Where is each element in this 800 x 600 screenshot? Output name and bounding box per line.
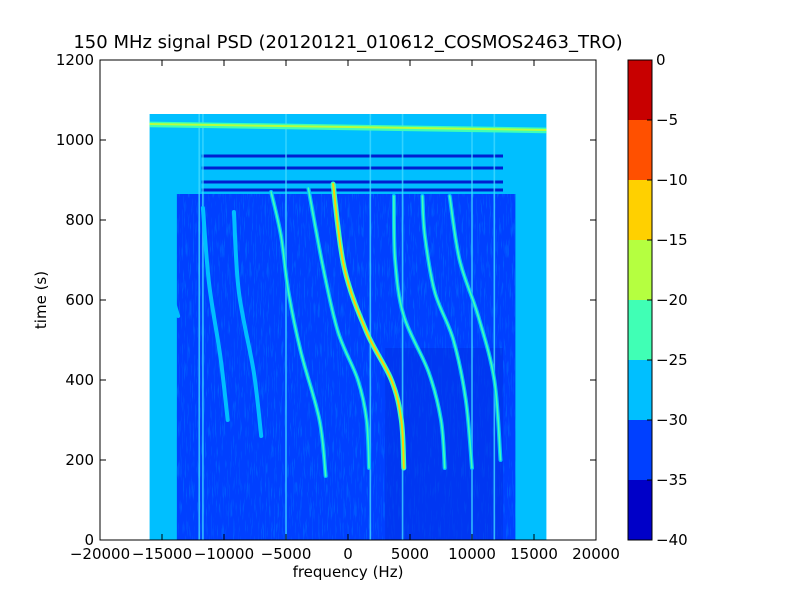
y-tick-label: 1200: [56, 51, 94, 69]
colorbar-segment: [628, 300, 652, 360]
colorbar-tick-label: 0: [656, 51, 666, 69]
x-axis: −20000 −15000 −10000 −5000 0 5000 10000 15000 20…: [70, 60, 620, 563]
colorbar-tick-label: −30: [656, 411, 688, 429]
x-tick-label: −10000: [194, 545, 254, 563]
y-tick-label: 1000: [56, 131, 94, 149]
horizontal-stripe: [201, 180, 503, 184]
y-tick-label: 0: [84, 531, 94, 549]
colorbar-segment: [628, 480, 652, 540]
horizontal-signal-core: [149, 123, 547, 131]
doppler-track: [307, 187, 370, 469]
y-tick-label: 200: [65, 451, 94, 469]
horizontal-stripe: [201, 188, 503, 192]
doppler-track: [393, 195, 446, 469]
colorbar-tick-label: −35: [656, 471, 688, 489]
plot-area: [149, 114, 547, 540]
colorbar-tick-label: −10: [656, 171, 688, 189]
x-tick-label: −20000: [70, 545, 130, 563]
colorbar-segment: [628, 60, 652, 120]
x-tick-label: −15000: [132, 545, 192, 563]
y-tick-label: 800: [65, 211, 94, 229]
colorbar: 0 −5 −10 −15 −20 −25 −30 −35 −40: [627, 51, 688, 549]
colorbar-segment: [628, 360, 652, 420]
doppler-track: [421, 195, 473, 469]
colorbar-segment: [628, 240, 652, 300]
colorbar-tick-label: −25: [656, 351, 688, 369]
doppler-track: [448, 195, 502, 461]
colorbar-tick-label: −15: [656, 231, 688, 249]
colorbar-segment: [628, 120, 652, 180]
plot-overlay: [149, 114, 547, 540]
doppler-track: [233, 211, 262, 437]
colorbar-tick-label: −5: [656, 111, 678, 129]
horizontal-stripe: [201, 154, 503, 158]
doppler-track: [332, 183, 405, 469]
y-tick-label: 600: [65, 291, 94, 309]
x-tick-label: 0: [343, 545, 353, 563]
x-tick-label: 20000: [572, 545, 620, 563]
x-tick-label: 15000: [510, 545, 558, 563]
y-tick-label: 400: [65, 371, 94, 389]
x-tick-label: 5000: [391, 545, 429, 563]
y-axis: 0 200 400 600 800 1000 1200: [56, 51, 596, 549]
doppler-track: [202, 207, 229, 421]
y-axis-label: time (s): [32, 271, 50, 329]
colorbar-tick-label: −40: [656, 531, 688, 549]
colorbar-segment: [628, 180, 652, 240]
x-axis-label: frequency (Hz): [293, 563, 404, 581]
colorbar-segment: [628, 420, 652, 480]
doppler-track: [167, 283, 179, 317]
x-tick-label: −5000: [261, 545, 312, 563]
colorbar-tick-label: −20: [656, 291, 688, 309]
chart-title: 150 MHz signal PSD (20120121_010612_COSM…: [73, 32, 622, 53]
x-tick-label: 10000: [448, 545, 496, 563]
doppler-track: [270, 191, 327, 477]
horizontal-stripe: [201, 166, 503, 170]
